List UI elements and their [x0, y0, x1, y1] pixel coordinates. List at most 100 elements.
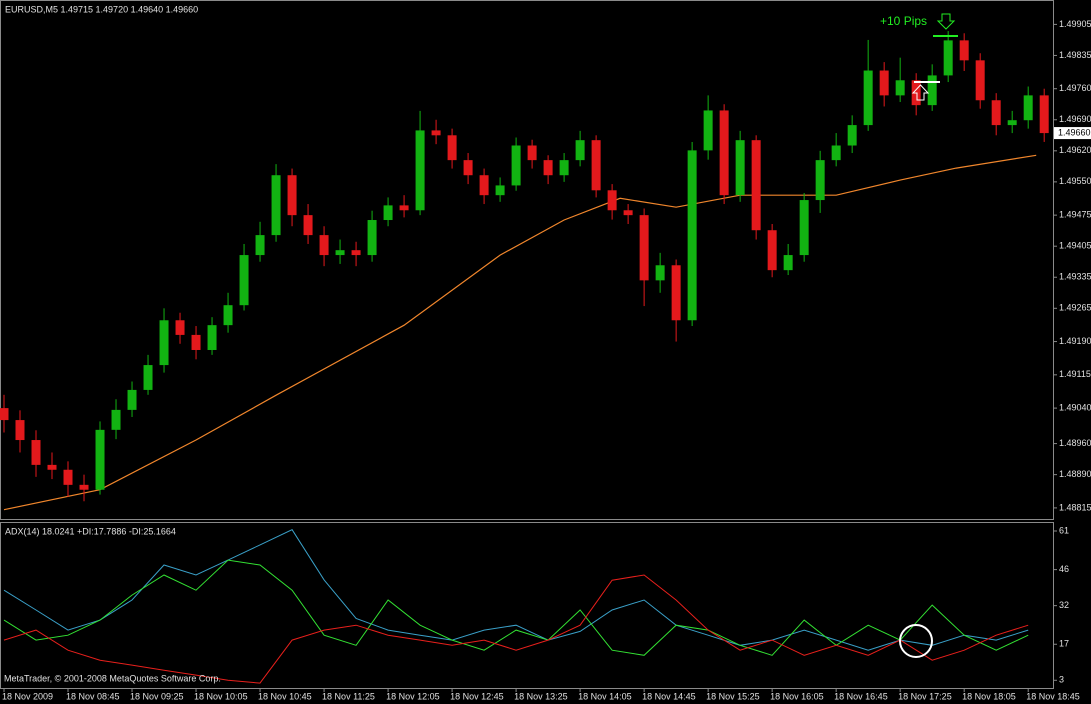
candle-body	[47, 464, 57, 470]
candle-body	[383, 205, 393, 221]
candle-body	[543, 160, 553, 176]
x-tick-label: 18 Nov 14:05	[578, 691, 632, 701]
x-tick-label: 18 Nov 2009	[2, 691, 53, 701]
candle-body	[847, 125, 857, 146]
x-tick-label: 18 Nov 13:25	[514, 691, 568, 701]
y-tick-label: 1.49190	[1059, 336, 1091, 346]
y-tick-label: 61	[1059, 525, 1069, 535]
y-tick-label: 1.48815	[1059, 502, 1091, 512]
candle-body	[863, 70, 873, 126]
x-tick-label: 18 Nov 16:05	[770, 691, 824, 701]
candle-body	[303, 215, 313, 236]
x-tick-label: 18 Nov 11:25	[322, 691, 375, 701]
candle-body	[559, 160, 569, 176]
candle-body	[927, 75, 937, 106]
candle-body	[127, 389, 137, 410]
candle-body	[351, 250, 361, 256]
candle-body	[655, 265, 665, 281]
candle-body	[719, 110, 729, 196]
candle-body	[95, 429, 105, 490]
y-tick-label: 32	[1059, 600, 1069, 610]
y-tick-label: 1.48890	[1059, 469, 1091, 479]
candle-body	[191, 334, 201, 350]
candle-body	[975, 60, 985, 101]
moving-average	[3, 154, 1037, 511]
trade-markers	[899, 13, 958, 658]
candle-body	[671, 265, 681, 321]
candle-body	[511, 145, 521, 186]
y-tick-label: 1.49115	[1059, 369, 1091, 379]
y-tick-label: 1.49335	[1059, 272, 1091, 282]
candle-body	[287, 175, 297, 216]
candle-body	[879, 70, 889, 96]
x-tick-label: 18 Nov 14:45	[642, 691, 696, 701]
candle-body	[639, 215, 649, 281]
y-tick-label: 1.49475	[1059, 210, 1091, 220]
y-tick-label: 1.49620	[1059, 145, 1091, 155]
candle-body	[79, 484, 89, 490]
x-tick-label: 18 Nov 17:25	[898, 691, 952, 701]
highlight-circle	[899, 624, 933, 658]
candle-body	[943, 40, 953, 76]
candle-body	[447, 135, 457, 161]
candle-body	[111, 409, 121, 430]
x-tick-label: 18 Nov 16:45	[834, 691, 888, 701]
candle-body	[239, 255, 249, 306]
candle-body	[1023, 95, 1033, 121]
candle-body	[831, 145, 841, 161]
current-price-label: 1.49660	[1058, 127, 1091, 137]
y-tick-label: 1.49265	[1059, 303, 1091, 313]
indicator-line	[3, 529, 1029, 651]
x-tick-label: 18 Nov 10:05	[194, 691, 248, 701]
candle-body	[319, 235, 329, 256]
x-tick-label: 18 Nov 08:45	[66, 691, 120, 701]
y-tick-label: 3	[1059, 675, 1064, 685]
candle-body	[623, 210, 633, 216]
indicator-title: ADX(14) 18.0241 +DI:17.7886 -DI:25.1664	[5, 526, 176, 536]
candle-body	[703, 110, 713, 151]
candle-body	[431, 130, 441, 136]
candle-body	[735, 140, 745, 196]
candle-body	[31, 440, 41, 465]
x-tick-label: 18 Nov 09:25	[130, 691, 184, 701]
y-tick-label: 46	[1059, 564, 1069, 574]
y-tick-label: 17	[1059, 639, 1069, 649]
x-tick-label: 18 Nov 15:25	[706, 691, 760, 701]
candle-body	[495, 185, 505, 196]
candle-body	[255, 235, 265, 256]
candle-body	[895, 80, 905, 96]
copyright: MetaTrader, © 2001-2008 MetaQuotes Softw…	[4, 673, 221, 683]
candle-body	[751, 140, 761, 231]
candle-body	[959, 40, 969, 61]
x-tick-label: 18 Nov 10:45	[258, 691, 312, 701]
chart-title: EURUSD,M5 1.49715 1.49720 1.49640 1.4966…	[5, 4, 198, 14]
candle-body	[479, 175, 489, 196]
x-tick-label: 18 Nov 18:45	[1026, 691, 1080, 701]
y-tick-label: 1.48960	[1059, 438, 1091, 448]
x-tick-label: 18 Nov 12:05	[386, 691, 440, 701]
entry-arrow	[911, 84, 930, 101]
y-tick-label: 1.49405	[1059, 241, 1091, 251]
indicator-line	[3, 574, 1029, 684]
candle-body	[159, 320, 169, 366]
candle-body	[0, 408, 9, 421]
y-tick-label: 1.49690	[1059, 114, 1091, 124]
y-tick-label: 1.49550	[1059, 176, 1091, 186]
current-price-box	[1054, 127, 1091, 140]
candle-body	[799, 200, 809, 256]
candle-body	[223, 305, 233, 326]
candle-body	[591, 140, 601, 191]
candle-body	[271, 175, 281, 236]
candle-body	[991, 100, 1001, 126]
x-tick-label: 18 Nov 12:45	[450, 691, 504, 701]
candle-body	[335, 250, 345, 256]
annotation: +10 Pips	[880, 14, 927, 28]
candle-body	[575, 140, 585, 161]
candle-body	[1039, 95, 1049, 134]
candle-body	[815, 160, 825, 201]
candle-body	[415, 130, 425, 211]
indicator-line	[3, 559, 1029, 656]
